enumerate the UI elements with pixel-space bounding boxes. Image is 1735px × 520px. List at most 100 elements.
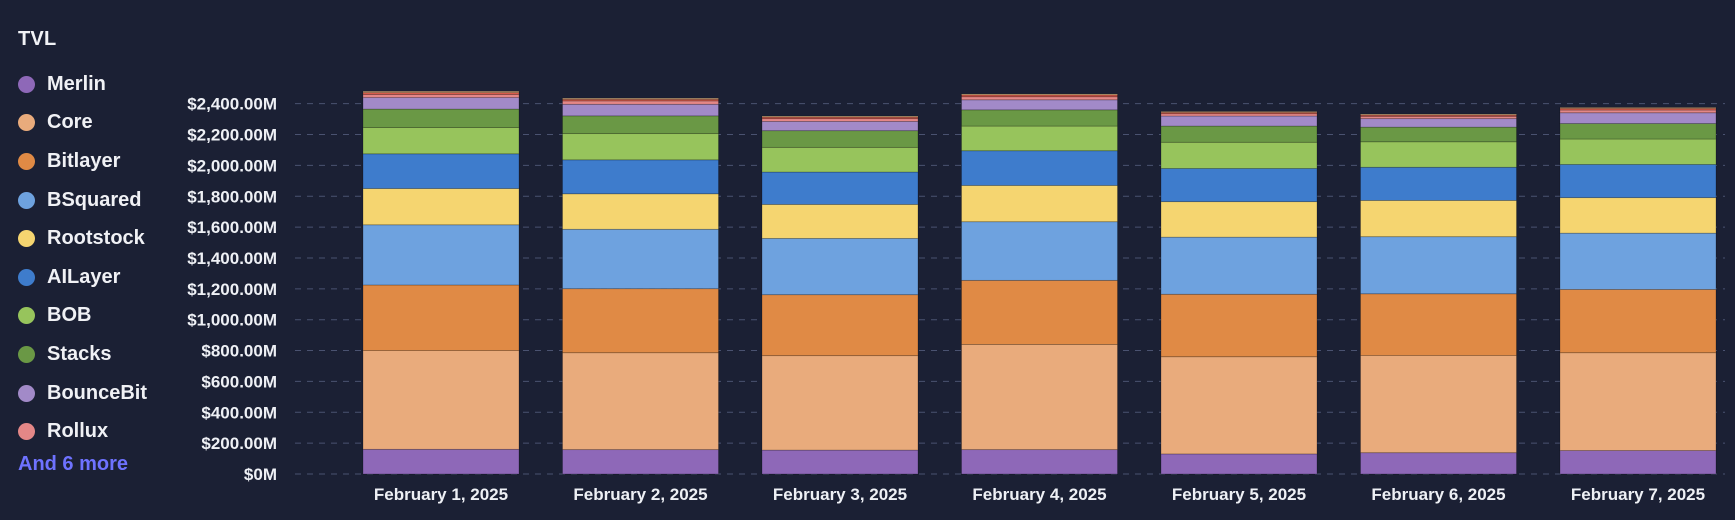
bar-segment[interactable] [961,449,1118,475]
bar-segment[interactable] [562,228,719,290]
bar-segment[interactable] [1559,450,1717,475]
legend-item-bouncebit[interactable]: BounceBit [18,374,168,413]
bar-segment[interactable] [362,284,520,351]
bar-segment[interactable] [1360,115,1517,120]
bar-segment[interactable] [761,204,919,239]
bar-segment[interactable] [1160,115,1318,127]
bar-segment[interactable] [1559,352,1717,451]
bar-segment[interactable] [961,279,1118,345]
legend-item-bsquared[interactable]: BSquared [18,181,168,220]
bar-segment[interactable] [1160,111,1318,113]
legend-item-stacks[interactable]: Stacks [18,335,168,374]
bar-segment[interactable] [562,103,719,117]
bar-segment[interactable] [761,130,919,148]
bar-segment[interactable] [761,449,919,475]
bar-segment[interactable] [961,94,1118,98]
bar-segment[interactable] [1160,113,1318,117]
bar-segment[interactable] [761,115,919,118]
bar-segment[interactable] [1559,197,1717,234]
bar-segment[interactable] [1160,236,1318,295]
bar-segment[interactable] [1559,112,1717,124]
bar-segment[interactable] [362,94,520,98]
bar-segment[interactable] [1360,126,1517,143]
legend-item-core[interactable]: Core [18,104,168,143]
bar-stack[interactable] [362,90,520,475]
bar-segment[interactable] [1360,293,1517,356]
bar-segment[interactable] [1160,168,1318,203]
bar-segment[interactable] [1360,166,1517,201]
legend-dot-icon [18,384,35,402]
bar-segment[interactable] [1160,201,1318,238]
bar-segment[interactable] [362,127,520,155]
bar-segment[interactable] [961,221,1118,281]
bar-segment[interactable] [362,153,520,189]
bar-segment[interactable] [761,118,919,122]
legend-item-bitlayer[interactable]: Bitlayer [18,142,168,181]
bar-segment[interactable] [562,352,719,451]
bar-segment[interactable] [362,90,520,93]
bar-segment[interactable] [1360,118,1517,128]
bar-stack[interactable] [961,93,1118,475]
bar-segment[interactable] [562,100,719,105]
bar-segment[interactable] [1360,355,1517,454]
bar-segment[interactable] [562,193,719,230]
bar-segment[interactable] [961,185,1118,223]
bar-segment[interactable] [362,97,520,110]
bar-segment[interactable] [362,224,520,286]
bar-segment[interactable] [761,237,919,296]
bar-segment[interactable] [961,96,1118,101]
bar-segment[interactable] [362,188,520,226]
bar-segment[interactable] [1559,138,1717,165]
bar-stack[interactable] [761,115,919,475]
bar-stack[interactable] [1160,111,1318,475]
bar-segment[interactable] [1559,109,1717,114]
legend-item-rootstock[interactable]: Rootstock [18,219,168,258]
bar-segment[interactable] [1559,232,1717,290]
bar-segment[interactable] [1559,107,1717,109]
legend-item-rollux[interactable]: Rollux [18,412,168,451]
bar-segment[interactable] [961,150,1118,186]
bar-segment[interactable] [562,288,719,354]
bar-segment[interactable] [1559,108,1717,111]
bar-segment[interactable] [961,109,1118,127]
bar-segment[interactable] [562,97,719,100]
bar-segment[interactable] [1559,123,1717,140]
bar-segment[interactable] [562,115,719,135]
bar-segment[interactable] [761,355,919,451]
bar-segment[interactable] [1360,452,1517,475]
bar-stack[interactable] [1559,107,1717,475]
bar-segment[interactable] [961,93,1118,96]
bar-stack[interactable] [1360,113,1517,475]
bar-segment[interactable] [562,133,719,161]
bar-segment[interactable] [1360,141,1517,168]
bar-segment[interactable] [761,171,919,205]
bar-segment[interactable] [761,294,919,357]
bar-segment[interactable] [362,448,520,475]
bar-segment[interactable] [1160,453,1318,475]
bar-segment[interactable] [761,146,919,173]
legend-item-bob[interactable]: BOB [18,297,168,336]
bar-segment[interactable] [761,116,919,120]
bar-segment[interactable] [1160,293,1318,358]
bar-segment[interactable] [1559,289,1717,354]
bar-segment[interactable] [1360,236,1517,295]
bar-segment[interactable] [1160,125,1318,143]
bar-segment[interactable] [1360,113,1517,116]
bar-stack[interactable] [562,97,719,475]
legend-item-merlin[interactable]: Merlin [18,65,168,104]
bar-segment[interactable] [362,108,520,128]
bar-segment[interactable] [562,159,719,195]
bar-segment[interactable] [1160,141,1318,169]
bar-segment[interactable] [1160,356,1318,455]
bar-segment[interactable] [761,121,919,132]
bar-segment[interactable] [961,99,1118,111]
bar-segment[interactable] [1559,164,1717,199]
bar-segment[interactable] [961,343,1118,451]
legend-item-ailayer[interactable]: AILayer [18,258,168,297]
bar-segment[interactable] [1360,200,1517,238]
legend-title: TVL [18,28,57,50]
bar-segment[interactable] [961,125,1118,152]
legend-more-link[interactable]: And 6 more [18,452,129,475]
bar-segment[interactable] [362,350,520,450]
bar-segment[interactable] [562,449,719,475]
